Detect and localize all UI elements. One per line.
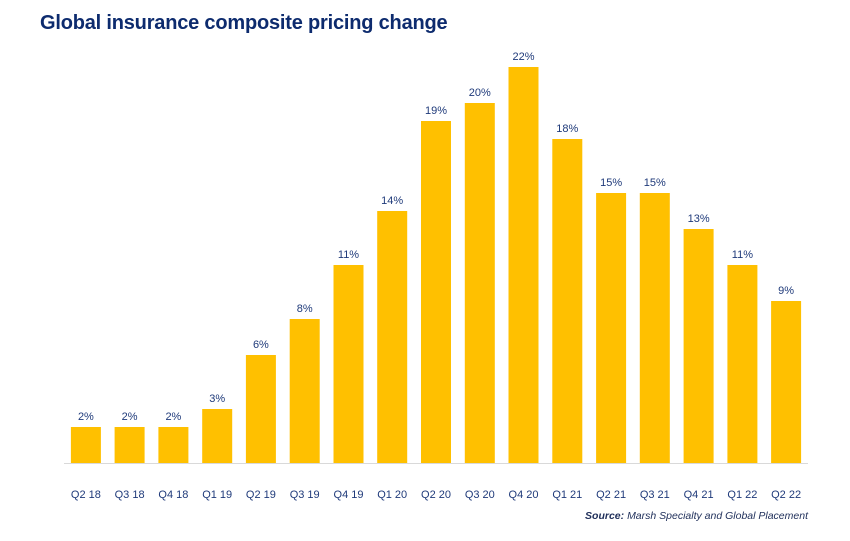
bar-q3-20 [464, 103, 495, 463]
x-tick-label: Q3 18 [115, 489, 145, 501]
data-label: 13% [688, 213, 710, 225]
bar-q3-19 [289, 319, 320, 463]
x-tick-label: Q1 20 [377, 489, 407, 501]
bar-q1-21 [552, 139, 583, 463]
source-note: Source: Marsh Specialty and Global Place… [585, 510, 808, 522]
data-label: 22% [512, 51, 534, 63]
data-label: 11% [732, 249, 753, 261]
bar-q2-22 [771, 301, 802, 463]
x-tick-label: Q3 20 [465, 489, 495, 501]
bar-q2-19 [245, 355, 276, 463]
bar-q2-20 [421, 121, 451, 463]
x-tick-label: Q1 21 [552, 489, 582, 501]
data-label: 2% [78, 411, 94, 423]
x-tick-labels: Q2 18 Q3 18 Q4 18 Q1 19 Q2 19 Q3 19 Q4 19 Q1 20… [71, 489, 801, 501]
chart-title: Global insurance composite pricing chang… [40, 12, 448, 34]
x-tick-label: Q1 19 [202, 489, 232, 501]
bar-q4-19 [333, 265, 364, 463]
bar-q3-18 [114, 427, 145, 463]
x-tick-label: Q4 20 [509, 489, 539, 501]
data-label: 14% [381, 195, 403, 207]
bar-q4-18 [158, 427, 189, 463]
x-tick-label: Q2 19 [246, 489, 276, 501]
x-tick-label: Q4 18 [158, 489, 188, 501]
x-tick-label: Q2 20 [421, 489, 451, 501]
bar-q2-18 [70, 427, 101, 463]
bars-group [70, 67, 802, 463]
bar-q1-19 [202, 409, 233, 463]
x-tick-label: Q2 18 [71, 489, 101, 501]
data-label: 2% [122, 411, 138, 423]
data-label: 11% [338, 249, 359, 261]
bar-q4-21 [683, 229, 714, 463]
x-tick-label: Q2 21 [596, 489, 626, 501]
data-label: 19% [425, 105, 447, 117]
x-tick-label: Q3 19 [290, 489, 320, 501]
source-text: Marsh Specialty and Global Placement [627, 510, 808, 522]
bar-q1-20 [377, 211, 408, 463]
x-tick-label: Q4 19 [334, 489, 364, 501]
data-label: 20% [469, 87, 491, 99]
bar-q4-20 [508, 67, 539, 463]
data-label: 6% [253, 339, 269, 351]
bar-q3-21 [639, 193, 670, 463]
data-label: 8% [297, 303, 313, 315]
x-tick-label: Q3 21 [640, 489, 670, 501]
bar-q2-21 [596, 193, 627, 463]
source-label: Source: [585, 510, 625, 522]
data-labels: 2% 2% 2% 3% 6% 8% 11% 14% 19% 20% 22% 18% 15% 15% 13% 1… [78, 51, 794, 423]
x-tick-label: Q1 22 [727, 489, 757, 501]
data-label: 2% [165, 411, 181, 423]
data-label: 15% [644, 177, 666, 189]
data-label: 3% [209, 393, 225, 405]
x-tick-label: Q4 21 [684, 489, 714, 501]
data-label: 15% [600, 177, 622, 189]
x-tick-label: Q2 22 [771, 489, 801, 501]
bar-q1-22 [727, 265, 758, 463]
data-label: 18% [556, 123, 578, 135]
data-label: 9% [778, 285, 794, 297]
